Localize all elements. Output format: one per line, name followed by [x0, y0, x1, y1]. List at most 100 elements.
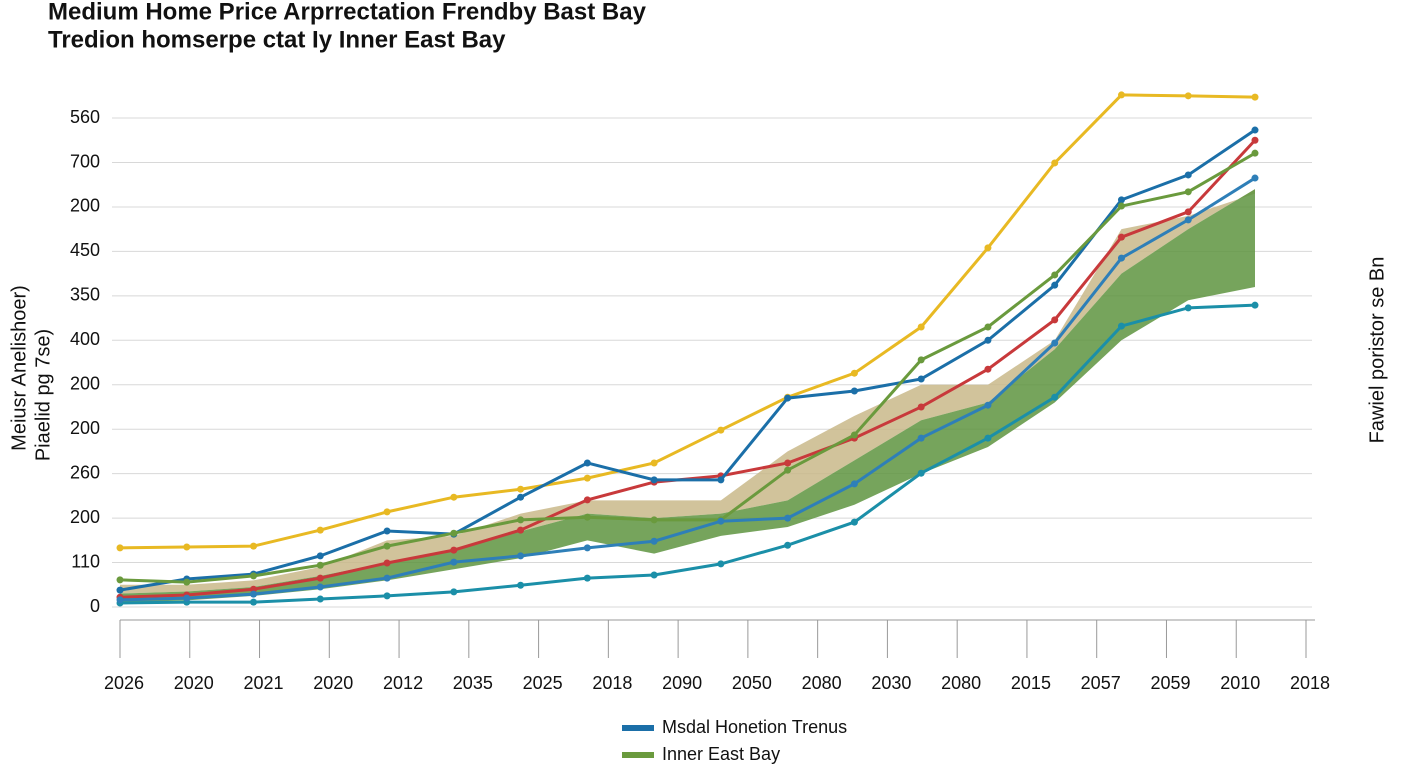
data-point — [1184, 216, 1192, 224]
data-point — [383, 592, 391, 600]
x-tick-label: 2020 — [174, 673, 214, 693]
data-point — [583, 459, 591, 467]
y-tick-label: 0 — [90, 596, 100, 616]
data-point — [717, 426, 725, 434]
data-point — [984, 244, 992, 252]
y-tick-label: 260 — [70, 462, 100, 482]
series-line — [119, 151, 1256, 584]
data-point — [1184, 304, 1192, 312]
data-point — [917, 403, 925, 411]
data-point — [984, 323, 992, 331]
data-point — [383, 559, 391, 567]
data-point — [116, 544, 124, 552]
data-point — [984, 434, 992, 442]
chart-subtitle: Tredion homserpe ctat Iy Inner East Bay — [48, 26, 506, 53]
data-point — [250, 598, 258, 606]
data-point — [784, 541, 792, 549]
data-point — [1251, 149, 1259, 157]
data-point — [316, 574, 324, 582]
data-point — [650, 476, 658, 484]
data-point — [784, 466, 792, 474]
legend-swatch — [622, 752, 654, 758]
data-point — [450, 558, 458, 566]
data-point — [116, 596, 124, 604]
data-point — [1184, 188, 1192, 196]
y-tick-label: 200 — [70, 507, 100, 527]
x-tick-label: 2025 — [523, 673, 563, 693]
data-point — [1184, 208, 1192, 216]
y-tick-label: 560 — [70, 107, 100, 127]
data-point — [1251, 174, 1259, 182]
data-point — [984, 401, 992, 409]
data-point — [850, 518, 858, 526]
data-point — [316, 583, 324, 591]
x-tick-label: 2080 — [941, 673, 981, 693]
data-point — [1051, 159, 1059, 167]
data-point — [183, 543, 191, 551]
data-point — [583, 474, 591, 482]
data-point — [1051, 393, 1059, 401]
chart-title: Medium Home Price Arprrectation Frendby … — [48, 0, 647, 25]
data-point — [583, 574, 591, 582]
data-point — [450, 529, 458, 537]
data-point — [316, 561, 324, 569]
data-point — [1251, 126, 1259, 134]
data-point — [583, 496, 591, 504]
data-point — [917, 356, 925, 364]
data-point — [250, 542, 258, 550]
data-point — [917, 434, 925, 442]
data-point — [850, 480, 858, 488]
y-tick-label: 200 — [70, 374, 100, 394]
y-tick-label: 200 — [70, 418, 100, 438]
data-point — [784, 394, 792, 402]
data-point — [1117, 202, 1125, 210]
y-tick-label: 400 — [70, 329, 100, 349]
data-point — [383, 527, 391, 535]
data-point — [383, 508, 391, 516]
data-point — [517, 485, 525, 493]
data-point — [1117, 254, 1125, 262]
data-point — [1251, 301, 1259, 309]
data-point — [850, 387, 858, 395]
data-point — [717, 517, 725, 525]
x-tick-label: 2021 — [244, 673, 284, 693]
y-tick-label: 200 — [70, 196, 100, 216]
data-point — [517, 493, 525, 501]
data-point — [450, 546, 458, 554]
data-point — [517, 526, 525, 534]
data-point — [517, 581, 525, 589]
data-point — [650, 516, 658, 524]
data-point — [383, 542, 391, 550]
data-point — [250, 572, 258, 580]
data-point — [984, 336, 992, 344]
x-tick-label: 2012 — [383, 673, 423, 693]
data-point — [917, 375, 925, 383]
x-tick-label: 2018 — [1290, 673, 1330, 693]
series-line — [119, 176, 1256, 602]
data-point — [517, 552, 525, 560]
data-point — [450, 588, 458, 596]
series-line — [119, 93, 1256, 550]
legend-label: Msdal Honetion Trenus — [662, 717, 847, 737]
data-point — [1117, 233, 1125, 241]
data-point — [116, 586, 124, 594]
x-tick-label: 2018 — [592, 673, 632, 693]
series-line — [119, 128, 1256, 592]
data-point — [116, 576, 124, 584]
x-tick-label: 2030 — [871, 673, 911, 693]
x-tick-label: 2057 — [1081, 673, 1121, 693]
data-point — [250, 585, 258, 593]
data-point — [316, 552, 324, 560]
data-point — [984, 365, 992, 373]
y2-axis-label: Fawiel poristor se Bn — [1366, 257, 1388, 444]
data-point — [784, 459, 792, 467]
data-point — [650, 571, 658, 579]
data-point — [183, 594, 191, 602]
data-point — [1251, 136, 1259, 144]
legend-swatch — [622, 725, 654, 731]
data-point — [1051, 339, 1059, 347]
data-point — [316, 595, 324, 603]
y-tick-label: 350 — [70, 285, 100, 305]
data-point — [1117, 91, 1125, 99]
